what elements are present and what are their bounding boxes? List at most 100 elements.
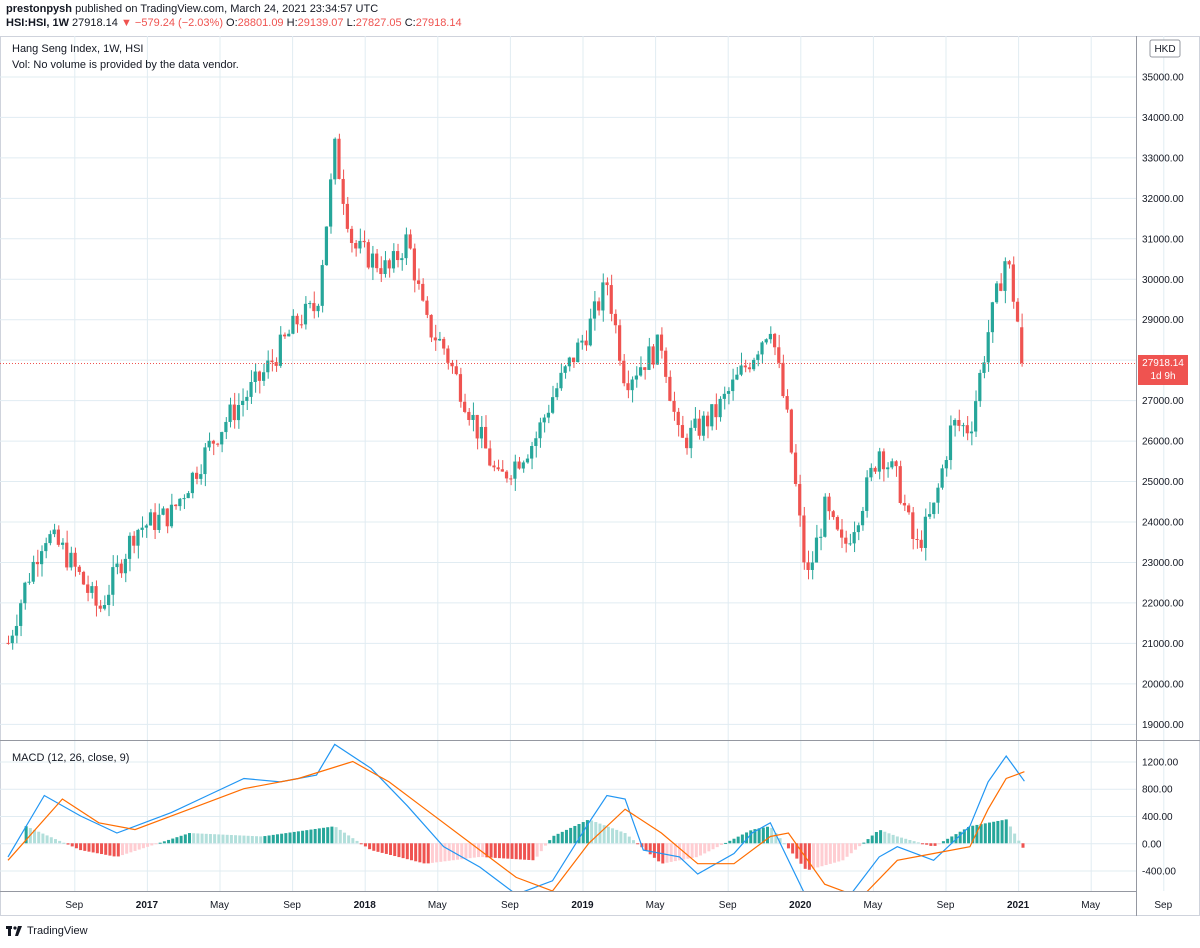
- tradingview-logo-icon: [6, 926, 22, 936]
- legend-title: Hang Seng Index, 1W, HSI: [12, 43, 143, 55]
- candle-body: [433, 337, 437, 341]
- macd-histogram-bar: [250, 835, 254, 844]
- candle-body: [919, 539, 923, 548]
- candle-body: [107, 594, 111, 606]
- time-axis[interactable]: Sep 2017 May Sep 2018 May Sep 2019 May Sep 2020 May…: [65, 900, 1172, 911]
- macd-histogram-bar: [510, 843, 514, 859]
- candle-body: [802, 515, 806, 563]
- candle-body: [127, 535, 132, 559]
- macd-histogram-bar: [221, 834, 225, 844]
- macd-histogram-bar: [108, 843, 112, 856]
- candle-body: [990, 302, 994, 333]
- candle-body: [253, 371, 257, 383]
- candle-body: [52, 529, 56, 535]
- candle-body: [1020, 327, 1024, 363]
- macd-histogram-bar: [740, 834, 744, 844]
- macd-histogram-bar: [213, 834, 217, 844]
- macd-axis[interactable]: 1200.00 800.00 400.00 0.00 -400.00: [1142, 757, 1179, 877]
- macd-histogram-bar: [368, 843, 372, 850]
- time-tick-label: Sep: [937, 900, 955, 911]
- candle-body: [718, 398, 722, 418]
- candle-body: [224, 421, 228, 433]
- macd-histogram-bar: [116, 843, 120, 857]
- macd-histogram-bar: [858, 843, 862, 847]
- macd-histogram-bar: [920, 843, 924, 845]
- candle-body: [848, 543, 852, 545]
- macd-histogram-bar: [778, 838, 782, 844]
- macd-histogram-bar: [372, 843, 376, 851]
- macd-histogram-bar: [100, 843, 104, 855]
- macd-histogram-bar: [724, 842, 728, 844]
- macd-histogram-bar: [418, 843, 422, 863]
- candle-body: [295, 315, 299, 325]
- macd-histogram-bar: [405, 843, 409, 860]
- macd-histogram-bar: [112, 843, 116, 857]
- author-name[interactable]: prestonpysh: [6, 3, 73, 15]
- macd-histogram-bar: [887, 833, 891, 844]
- macd-histogram-bar: [807, 843, 811, 870]
- macd-histogram-bar: [636, 843, 640, 845]
- chart-svg[interactable]: 19000.00 20000.00 21000.00 22000.00 23000.00…: [0, 36, 1200, 916]
- macd-histogram-bar: [485, 843, 489, 858]
- macd-histogram-bar: [481, 843, 485, 858]
- candle-body: [174, 504, 178, 507]
- candle-body: [559, 372, 563, 389]
- macd-histogram-bar: [950, 836, 954, 844]
- low-value: 27827.05: [355, 17, 402, 29]
- macd-histogram-bar: [862, 842, 866, 844]
- price-tick-label: 21000.00: [1142, 639, 1184, 650]
- macd-histogram-bar: [242, 835, 246, 844]
- macd-histogram-bar: [761, 827, 765, 844]
- macd-histogram-bar: [707, 843, 711, 852]
- candle-body: [488, 448, 492, 466]
- candle-body: [387, 260, 391, 269]
- candle-body: [437, 338, 442, 341]
- candle-body: [886, 467, 890, 470]
- macd-histogram-bar: [146, 843, 150, 847]
- macd-histogram-bar: [24, 826, 28, 844]
- macd-histogram-bar: [175, 837, 179, 844]
- macd-histogram-bar: [389, 843, 393, 855]
- candle-body: [810, 562, 814, 570]
- candle-body: [948, 425, 953, 461]
- candle-body: [337, 138, 341, 179]
- macd-histogram-bar: [908, 839, 912, 844]
- macd-histogram-bar: [774, 833, 778, 844]
- candle-body: [567, 357, 571, 367]
- candle-body: [827, 496, 831, 512]
- macd-histogram-bar: [946, 838, 950, 844]
- tradingview-brand[interactable]: TradingView: [27, 925, 88, 937]
- macd-histogram-bar: [900, 837, 904, 844]
- macd-histogram-bar: [430, 843, 434, 863]
- price-tick-label: 25000.00: [1142, 477, 1184, 488]
- macd-histogram-bar: [694, 843, 698, 858]
- macd-histogram-bar: [799, 843, 803, 864]
- candle-body: [601, 282, 605, 311]
- last-price-tag-countdown: 1d 9h: [1150, 371, 1175, 382]
- price-axis[interactable]: 19000.00 20000.00 21000.00 22000.00 23000.00…: [1142, 72, 1184, 730]
- candle-body: [752, 359, 756, 370]
- macd-histogram-bar: [280, 833, 284, 844]
- candle-body: [915, 538, 919, 540]
- candle-body: [609, 285, 613, 314]
- candle-body: [475, 414, 479, 439]
- signal-line: [7, 760, 1025, 891]
- macd-histogram-bar: [573, 825, 577, 844]
- macd-histogram-bar: [225, 834, 229, 844]
- currency-badge[interactable]: HKD: [1149, 39, 1181, 58]
- macd-histogram-bar: [330, 826, 334, 844]
- macd-histogram-bar: [414, 843, 418, 862]
- candle-body: [278, 334, 282, 366]
- candle-body: [764, 339, 768, 343]
- macd-histogram-bar: [527, 843, 531, 860]
- candle-body: [27, 581, 31, 583]
- macd-histogram-bar: [376, 843, 380, 852]
- macd-histogram-bar: [782, 843, 786, 845]
- macd-histogram-bar: [539, 843, 543, 852]
- candle-body: [102, 605, 107, 609]
- macd-tick-label: 400.00: [1142, 812, 1173, 823]
- candle-body: [542, 417, 546, 423]
- macd-histogram-bar: [150, 843, 154, 846]
- macd-histogram-bar: [426, 843, 430, 864]
- macd-histogram-bar: [657, 843, 661, 862]
